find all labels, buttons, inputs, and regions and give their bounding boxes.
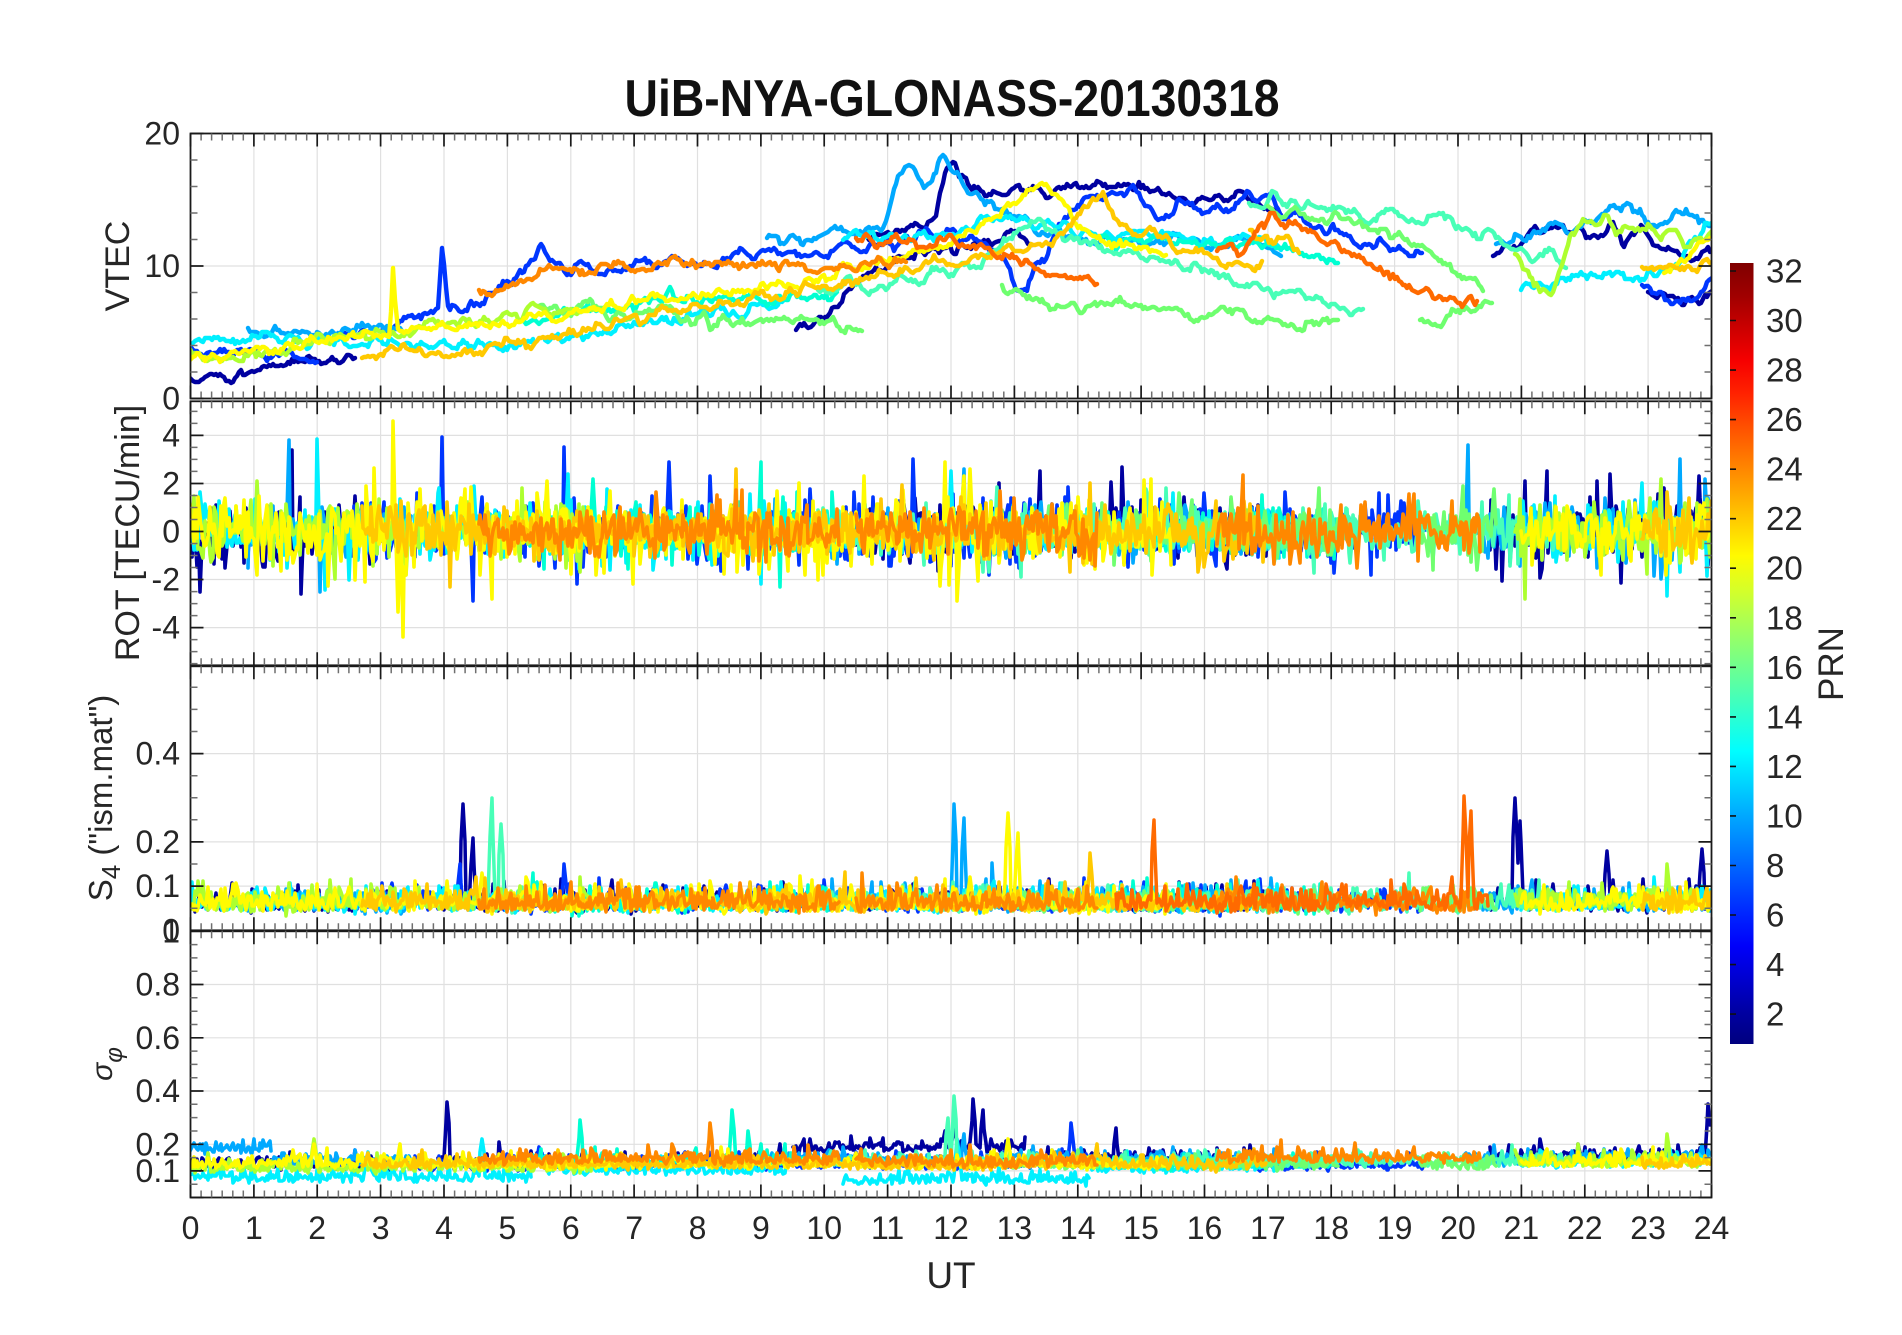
- svg-text:17: 17: [1250, 1210, 1286, 1246]
- svg-text:12: 12: [1766, 748, 1803, 785]
- svg-text:3: 3: [372, 1210, 390, 1246]
- svg-text:22: 22: [1567, 1210, 1603, 1246]
- svg-text:-4: -4: [152, 610, 180, 646]
- svg-text:9: 9: [752, 1210, 770, 1246]
- svg-text:15: 15: [1123, 1210, 1159, 1246]
- svg-text:2: 2: [162, 466, 180, 502]
- svg-text:-2: -2: [152, 562, 180, 598]
- svg-text:0.8: 0.8: [136, 967, 180, 1003]
- svg-text:PRN: PRN: [1812, 627, 1851, 701]
- svg-text:18: 18: [1313, 1210, 1349, 1246]
- svg-text:0: 0: [182, 1210, 200, 1246]
- svg-text:ROT [TECU/min]: ROT [TECU/min]: [109, 405, 147, 661]
- svg-text:16: 16: [1187, 1210, 1223, 1246]
- svg-text:20: 20: [1766, 550, 1803, 587]
- svg-text:0.1: 0.1: [136, 868, 180, 904]
- svg-text:0: 0: [162, 912, 180, 948]
- svg-text:21: 21: [1504, 1210, 1540, 1246]
- svg-text:6: 6: [562, 1210, 580, 1246]
- svg-text:8: 8: [689, 1210, 707, 1246]
- svg-text:2: 2: [1766, 996, 1784, 1033]
- svg-text:6: 6: [1766, 897, 1784, 934]
- svg-text:0.1: 0.1: [136, 1153, 180, 1189]
- svg-text:VTEC: VTEC: [99, 221, 137, 312]
- svg-text:1: 1: [162, 913, 180, 949]
- svg-text:8: 8: [1766, 847, 1784, 884]
- svg-text:10: 10: [806, 1210, 842, 1246]
- svg-text:UiB-NYA-GLONASS-20130318: UiB-NYA-GLONASS-20130318: [625, 70, 1280, 128]
- svg-text:20: 20: [1440, 1210, 1476, 1246]
- svg-text:5: 5: [499, 1210, 517, 1246]
- svg-text:19: 19: [1377, 1210, 1413, 1246]
- svg-text:0: 0: [162, 514, 180, 550]
- svg-text:4: 4: [1766, 946, 1784, 983]
- svg-text:0.2: 0.2: [136, 1126, 180, 1162]
- svg-text:16: 16: [1766, 649, 1803, 686]
- svg-text:14: 14: [1766, 698, 1803, 735]
- svg-text:2: 2: [308, 1210, 326, 1246]
- svg-text:0.4: 0.4: [136, 1073, 180, 1109]
- svg-text:13: 13: [997, 1210, 1033, 1246]
- svg-text:10: 10: [144, 248, 180, 284]
- svg-text:1: 1: [245, 1210, 263, 1246]
- svg-text:0.6: 0.6: [136, 1020, 180, 1056]
- svg-text:24: 24: [1766, 451, 1803, 488]
- svg-text:30: 30: [1766, 302, 1803, 339]
- svg-text:4: 4: [435, 1210, 453, 1246]
- svg-text:0: 0: [162, 381, 180, 417]
- svg-text:22: 22: [1766, 500, 1803, 537]
- svg-text:23: 23: [1630, 1210, 1666, 1246]
- svg-text:18: 18: [1766, 599, 1803, 636]
- svg-text:26: 26: [1766, 401, 1803, 438]
- svg-text:28: 28: [1766, 352, 1803, 389]
- svg-text:4: 4: [162, 417, 180, 453]
- svg-text:20: 20: [144, 116, 180, 152]
- svg-text:24: 24: [1694, 1210, 1730, 1246]
- svg-text:0.2: 0.2: [136, 824, 180, 860]
- svg-text:14: 14: [1060, 1210, 1096, 1246]
- svg-text:7: 7: [625, 1210, 643, 1246]
- svg-text:11: 11: [871, 1210, 904, 1246]
- svg-text:0.4: 0.4: [136, 736, 180, 772]
- svg-text:32: 32: [1766, 253, 1803, 290]
- svg-text:12: 12: [933, 1210, 969, 1246]
- svg-text:UT: UT: [926, 1255, 975, 1296]
- svg-text:10: 10: [1766, 797, 1803, 834]
